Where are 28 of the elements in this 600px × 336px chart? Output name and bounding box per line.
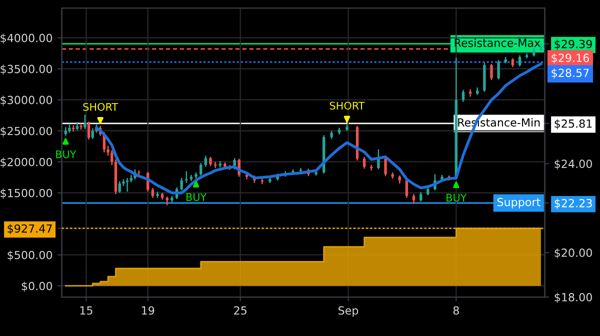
y2-tick-label: $20.00 <box>554 248 592 258</box>
y2-tick-label: $25.81 <box>554 119 592 130</box>
annotation: BUY <box>56 150 76 158</box>
y-tick-label: $2000.00 <box>0 158 52 168</box>
x-tick-label: 15 <box>80 306 92 315</box>
ref-line-label: $29.16 <box>552 53 589 64</box>
y-tick-label: $2500.00 <box>0 126 52 137</box>
y2-tick-label: $22.23 <box>554 198 592 209</box>
ref-line-label: Support <box>497 198 540 208</box>
y2-tick-label: $18.00 <box>554 292 592 303</box>
annotation: SHORT <box>83 102 118 111</box>
y-tick-label: $3000.00 <box>0 96 52 106</box>
y-tick-label: $0.00 <box>22 282 52 292</box>
y-tick-label: $927.47 <box>8 224 52 234</box>
annotation: SHORT <box>330 102 365 110</box>
annotation: BUY <box>186 193 207 202</box>
y-tick-label: $3500.00 <box>0 64 52 75</box>
x-tick-label: 8 <box>453 306 459 315</box>
x-tick-label: 25 <box>234 306 246 315</box>
ref-line-label: $28.57 <box>552 68 589 79</box>
y-tick-label: $4000.00 <box>0 34 52 44</box>
y-tick-label: $1500.00 <box>0 188 52 199</box>
annotation: BUY <box>446 194 467 202</box>
y2-tick-label: $29.39 <box>554 40 592 50</box>
y2-tick-label: $24.00 <box>554 159 592 170</box>
x-tick-label: 19 <box>142 306 154 315</box>
y-tick-label: $500.00 <box>8 250 52 261</box>
x-tick-label: Sep <box>338 306 358 317</box>
